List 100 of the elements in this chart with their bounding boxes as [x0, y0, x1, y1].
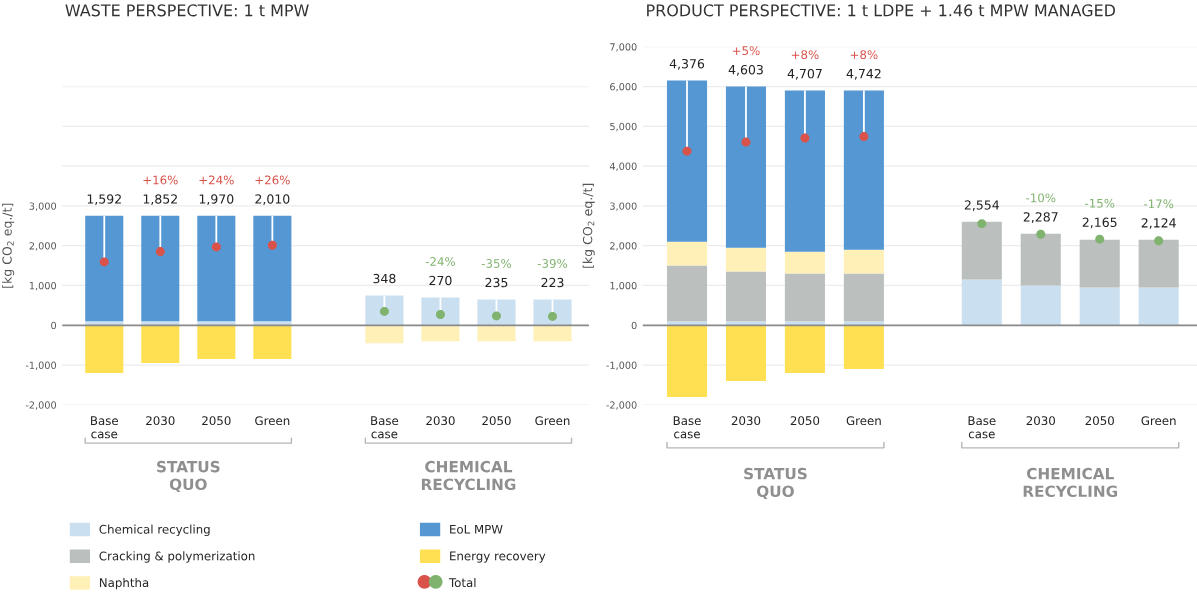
bar	[666, 80, 708, 242]
point	[1154, 236, 1164, 246]
legend-label: Energy recovery	[450, 551, 546, 563]
x-tick-label: Green	[535, 416, 570, 426]
x-tick-label: Green	[1141, 416, 1176, 426]
bar	[1079, 287, 1120, 326]
legend-label: EoL MPW	[450, 524, 503, 534]
annotation: -39%	[537, 259, 568, 268]
text: CHEMICAL RECYCLING	[1023, 467, 1118, 498]
point	[800, 133, 810, 143]
bar	[843, 325, 884, 370]
y-tick-label: 5,000	[610, 122, 637, 132]
y-tick-label: 3,000	[29, 202, 57, 211]
chart-title: WASTE PERSPECTIVE: 1 t MPW	[65, 4, 309, 17]
x-tick-label: 2030	[146, 416, 175, 426]
point	[741, 137, 751, 147]
bar	[141, 215, 180, 322]
point	[682, 146, 692, 156]
point	[267, 240, 277, 250]
text: CHEMICAL RECYCLING	[421, 460, 516, 491]
point	[211, 242, 221, 252]
bar	[725, 247, 767, 272]
bar	[961, 221, 1002, 280]
bar	[365, 325, 404, 344]
y-tick-label: 0	[51, 321, 57, 330]
data-label: 4,376	[669, 58, 705, 70]
point	[99, 257, 109, 267]
text: STATUS QUO	[157, 460, 220, 493]
y-tick-label: 2,000	[29, 242, 57, 251]
bar	[141, 325, 180, 364]
bar	[533, 325, 572, 342]
y-axis-title: [kg CO$_{2}$ eq./t]	[582, 183, 595, 268]
bar	[725, 325, 767, 381]
bar	[365, 295, 404, 326]
data-label: 4,742	[846, 68, 881, 80]
bar	[1138, 239, 1179, 288]
bar	[666, 325, 708, 397]
data-label: 2,554	[964, 200, 999, 211]
annotation: +24%	[199, 175, 234, 185]
bar	[666, 265, 708, 322]
x-tick-label: Base case	[968, 416, 996, 439]
bar	[843, 249, 884, 274]
x-tick-label: 2030	[1026, 416, 1055, 426]
point	[1095, 234, 1105, 244]
bar	[197, 215, 236, 322]
point	[1036, 229, 1046, 239]
bar	[1020, 285, 1061, 326]
legend-label: Cracking & polymerization	[99, 551, 255, 563]
data-label: 223	[541, 277, 564, 288]
bar	[253, 215, 292, 322]
y-tick-label: 6,000	[610, 83, 637, 92]
bar	[843, 273, 884, 322]
annotation: +5%	[732, 46, 760, 56]
y-tick-label: -2,000	[25, 401, 57, 410]
annotation: -10%	[1026, 193, 1056, 203]
bar	[477, 325, 516, 342]
bar	[784, 90, 825, 252]
x-tick-label: Green	[255, 416, 290, 426]
data-label: 348	[373, 273, 396, 284]
data-label: 1,852	[143, 194, 177, 205]
y-tick-label: 4,000	[609, 162, 637, 171]
annotation: +26%	[255, 175, 290, 185]
data-label: 235	[485, 277, 508, 288]
bar	[725, 271, 767, 322]
y-axis-title: [kg CO$_{2}$ eq./t]	[2, 203, 15, 288]
y-tick-label: 3,000	[610, 202, 637, 211]
y-tick-label: -1,000	[606, 361, 637, 370]
bar	[1138, 287, 1179, 326]
bar	[961, 279, 1002, 326]
data-label: 270	[429, 275, 452, 286]
bar	[253, 325, 292, 360]
bar	[843, 90, 884, 250]
annotation: +8%	[791, 50, 819, 60]
data-label: 1,592	[87, 194, 121, 205]
bar	[197, 325, 236, 360]
bar	[725, 86, 767, 248]
x-tick-label: Base case	[673, 416, 701, 439]
bar	[1020, 233, 1061, 286]
x-tick-label: Green	[846, 416, 881, 426]
point	[155, 247, 165, 257]
annotation: -35%	[481, 259, 512, 268]
y-tick-label: -2,000	[606, 401, 637, 410]
x-tick-label: 2030	[731, 416, 761, 426]
data-label: 2,287	[1023, 212, 1058, 223]
bar	[85, 325, 124, 374]
data-label: 2,010	[255, 194, 290, 205]
point	[859, 132, 869, 142]
annotation: -15%	[1085, 198, 1115, 208]
x-tick-label: Base case	[371, 416, 399, 439]
annotation: +16%	[143, 175, 178, 185]
x-tick-label: 2050	[482, 416, 511, 426]
y-tick-label: 1,000	[610, 281, 637, 291]
legend-label: Chemical recycling	[99, 524, 210, 537]
data-label: 4,603	[728, 64, 763, 76]
y-tick-label: 2,000	[610, 242, 637, 251]
point	[977, 219, 987, 229]
text: STATUS QUO	[744, 467, 807, 500]
bar	[421, 325, 460, 342]
legend-label: Total	[448, 577, 476, 588]
bar	[784, 325, 825, 374]
